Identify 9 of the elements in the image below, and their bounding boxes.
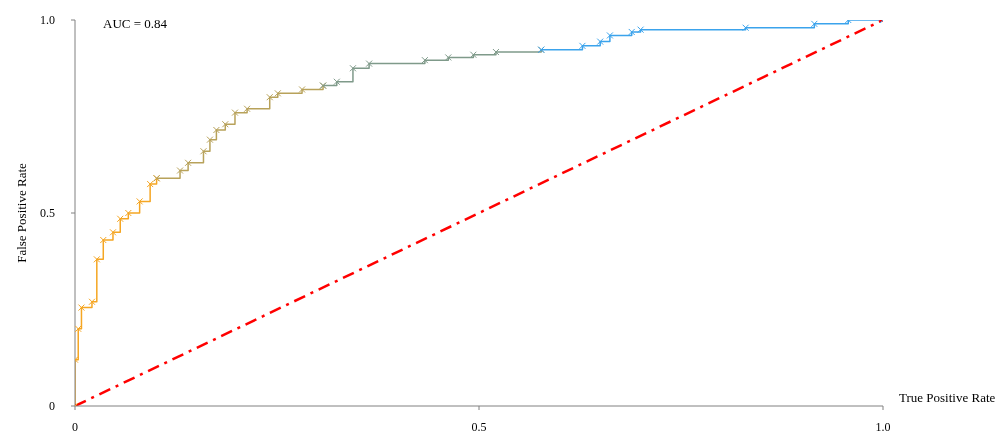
y-axis-title: False Positive Rate — [14, 163, 30, 263]
y-tick-label: 0.5 — [40, 206, 55, 221]
x-tick-label: 1.0 — [875, 419, 891, 434]
x-tick-label: 0 — [72, 419, 78, 434]
x-tick-label: 0.5 — [471, 419, 487, 434]
y-tick-label: 0 — [49, 399, 55, 414]
y-tick-label: 1.0 — [40, 13, 55, 28]
annotation: AUC = 0.84 — [103, 16, 168, 32]
x-axis-title: True Positive Rate — [899, 390, 996, 406]
